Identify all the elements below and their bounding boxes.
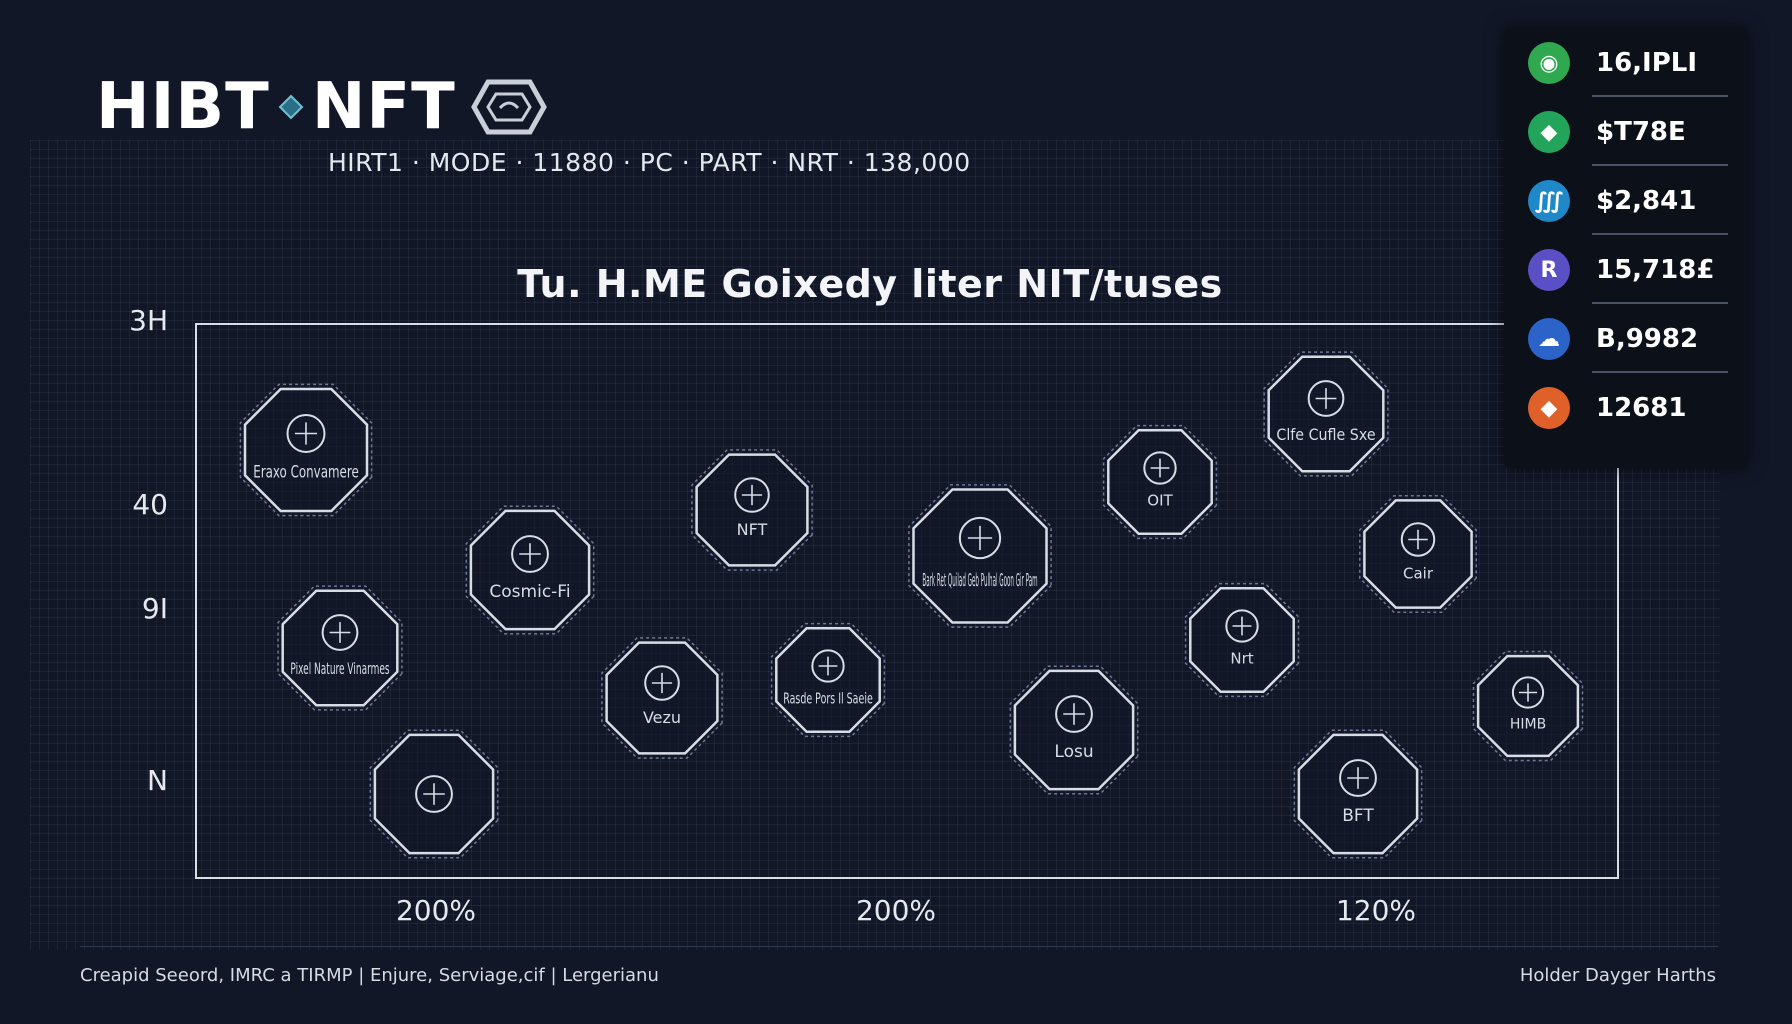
nft-badge-label: HIMB	[1510, 717, 1546, 733]
nft-badge[interactable]: Clfe Cufle Sxe	[1263, 351, 1389, 477]
nft-badge[interactable]: Eraxo Convamere	[239, 383, 373, 517]
nft-badge[interactable]: Cair	[1359, 495, 1477, 613]
orb-icon	[1225, 609, 1259, 643]
scroll-icon	[321, 614, 359, 651]
chart-title: Tu. H.ME Goixedy liter NIT/tuses	[517, 262, 1223, 306]
creature-icon	[511, 535, 549, 573]
nft-badge[interactable]: Rasde Pors Il Saeie	[770, 622, 886, 738]
nft-badge-label: NFT	[737, 520, 768, 539]
panel-row[interactable]: ☁ B,9982	[1504, 304, 1748, 373]
panel-value: $2,841	[1596, 186, 1697, 216]
glove-icon	[1143, 451, 1177, 485]
panel-row[interactable]: ◆ 12681	[1504, 373, 1748, 442]
y-tick-label: N	[147, 764, 168, 797]
panel-divider	[1592, 233, 1728, 235]
subtitle: HIRT1 · MODE · 11880 · PC · PART · NRT ·…	[328, 148, 971, 177]
panel-divider	[1592, 164, 1728, 166]
panel-value: $T78E	[1596, 117, 1686, 147]
diamond-icon	[1400, 522, 1436, 557]
nft-badge-label: Eraxo Convamere	[253, 463, 359, 483]
panel-value: 16,IPLI	[1596, 48, 1698, 78]
nft-badge-label: Nrt	[1230, 650, 1253, 668]
r-token-icon: R	[1528, 249, 1570, 291]
shield-icon	[958, 516, 1002, 560]
nft-badge[interactable]: Losu	[1009, 665, 1139, 795]
logo-gem-icon	[278, 94, 304, 120]
logo: HIBT NFT	[96, 70, 548, 144]
panel-value: 15,718£	[1596, 255, 1715, 285]
coin-icon	[1307, 380, 1345, 417]
logo-text-left: HIBT	[96, 70, 270, 144]
drop-icon: ◆	[1528, 387, 1570, 429]
panel-row[interactable]: ◆ $T78E	[1504, 97, 1748, 166]
nft-badge-label: Vezu	[643, 708, 681, 727]
y-tick-label: 9I	[142, 592, 168, 625]
nft-badge-label: Losu	[1054, 742, 1093, 762]
landscape-icon	[811, 649, 845, 683]
x-tick-label: 200%	[396, 894, 476, 927]
sphere-icon	[286, 414, 326, 453]
footer-left: Creapid Seeord, IMRC a TIRMP | Enjure, S…	[80, 965, 659, 986]
nft-badge[interactable]: NFT	[691, 449, 813, 571]
stats-panel: ◉ 16,IPLI ◆ $T78E ∭ $2,841 R 15,718£ ☁ B…	[1504, 28, 1748, 468]
nft-badge[interactable]: Bark Ret Quilad Geb Pulhal Goon Gir Pam	[908, 484, 1052, 628]
panel-divider	[1592, 95, 1728, 97]
gem-icon: ◆	[1528, 111, 1570, 153]
panel-value: 12681	[1596, 393, 1687, 423]
nft-badge[interactable]: OIT	[1102, 424, 1218, 540]
fleur-icon	[1339, 759, 1377, 797]
nft-badge[interactable]	[369, 729, 499, 859]
nft-badge-label: Clfe Cufle Sxe	[1276, 425, 1375, 444]
panel-divider	[1592, 371, 1728, 373]
bird-icon	[734, 477, 770, 513]
x-tick-label: 200%	[856, 894, 936, 927]
nft-badge-label: BFT	[1342, 806, 1374, 826]
panel-row[interactable]: ∭ $2,841	[1504, 166, 1748, 235]
hand-icon	[415, 775, 453, 813]
logo-text-right: NFT	[311, 70, 456, 144]
y-tick-label: 3H	[129, 304, 168, 337]
chevron-shield-icon	[644, 665, 680, 701]
globe-icon: ◉	[1528, 42, 1570, 84]
wallet-icon: ∭	[1528, 180, 1570, 222]
nft-badge[interactable]: HIMB	[1472, 650, 1584, 762]
nft-badge[interactable]: Nrt	[1184, 582, 1300, 698]
rupee-icon	[1511, 676, 1545, 709]
nft-badge[interactable]: BFT	[1293, 729, 1423, 859]
nft-badge[interactable]: Cosmic-Fi	[465, 505, 595, 635]
nft-badge[interactable]: Pixel Nature Vinarmes	[277, 585, 403, 711]
panel-divider	[1592, 302, 1728, 304]
y-tick-label: 40	[132, 488, 168, 521]
nft-badge[interactable]: Vezu	[601, 637, 723, 759]
nft-badge-label: Cair	[1403, 564, 1434, 582]
panel-value: B,9982	[1596, 324, 1699, 354]
nft-badge-label: Cosmic-Fi	[489, 582, 570, 602]
nft-badge-label: Pixel Nature Vinarmes	[290, 659, 389, 678]
footer-divider	[80, 946, 1718, 947]
nft-badge-label: Bark Ret Quilad Geb Pulhal Goon Gir Pam	[922, 570, 1037, 591]
nft-badge-label: Rasde Pors Il Saeie	[783, 690, 873, 708]
x-tick-label: 120%	[1336, 894, 1416, 927]
footer-right: Holder Dayger Harths	[1519, 965, 1716, 986]
panel-row[interactable]: ◉ 16,IPLI	[1504, 28, 1748, 97]
nft-badge-label: OIT	[1147, 492, 1173, 510]
wave-icon	[1055, 695, 1093, 733]
panel-row[interactable]: R 15,718£	[1504, 235, 1748, 304]
plot-frame	[195, 323, 1619, 879]
logo-badge-icon	[470, 79, 547, 135]
cloud-icon: ☁	[1528, 318, 1570, 360]
